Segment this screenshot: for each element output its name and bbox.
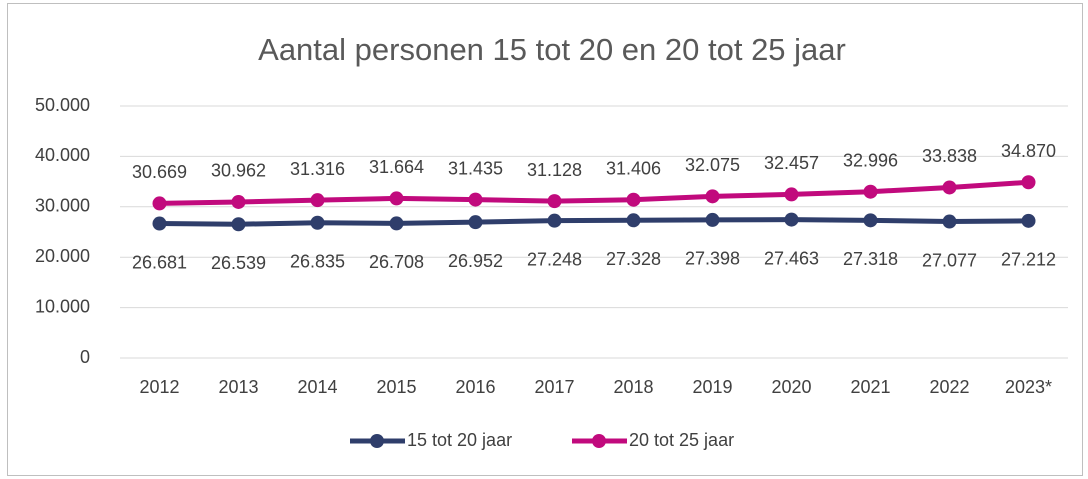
- data-point: [468, 215, 483, 230]
- data-point: [784, 187, 799, 202]
- data-label: 32.075: [685, 155, 740, 175]
- data-point: [784, 212, 799, 227]
- data-point: [626, 213, 641, 228]
- data-label: 34.870: [1001, 141, 1056, 161]
- legend-label: 15 tot 20 jaar: [407, 430, 512, 450]
- data-point: [389, 191, 404, 206]
- data-point: [942, 180, 957, 195]
- data-point: [310, 193, 325, 208]
- y-tick-label: 40.000: [35, 145, 90, 165]
- data-point: [705, 189, 720, 204]
- x-tick-label: 2013: [218, 377, 258, 397]
- data-label: 27.463: [764, 248, 819, 268]
- data-label: 31.406: [606, 158, 661, 178]
- x-tick-label: 2015: [376, 377, 416, 397]
- data-point: [547, 194, 562, 209]
- data-label: 31.435: [448, 158, 503, 178]
- legend-label: 20 tot 25 jaar: [629, 430, 734, 450]
- series-line: [159, 179, 1029, 206]
- data-label: 31.316: [290, 159, 345, 179]
- data-point: [1021, 213, 1036, 228]
- data-label: 30.962: [211, 161, 266, 181]
- x-tick-label: 2017: [534, 377, 574, 397]
- x-tick-label: 2021: [850, 377, 890, 397]
- x-tick-label: 2018: [613, 377, 653, 397]
- data-point: [231, 194, 246, 209]
- data-point: [310, 215, 325, 230]
- data-point: [942, 214, 957, 229]
- data-label: 27.318: [843, 249, 898, 269]
- legend-marker: [370, 434, 384, 448]
- data-label: 26.681: [132, 252, 187, 272]
- data-label: 26.952: [448, 251, 503, 271]
- data-label: 27.398: [685, 249, 740, 269]
- data-point: [863, 184, 878, 199]
- data-label: 27.077: [922, 250, 977, 270]
- data-label: 26.539: [211, 253, 266, 273]
- data-point: [1021, 175, 1036, 190]
- data-label: 32.996: [843, 150, 898, 170]
- data-label: 26.708: [369, 252, 424, 272]
- data-label: 26.835: [290, 252, 345, 272]
- legend-marker: [592, 434, 606, 448]
- data-label: 27.248: [527, 249, 582, 269]
- data-point: [468, 192, 483, 207]
- x-tick-label: 2012: [139, 377, 179, 397]
- x-tick-label: 2022: [929, 377, 969, 397]
- x-tick-label: 2019: [692, 377, 732, 397]
- x-tick-label: 2016: [455, 377, 495, 397]
- y-tick-label: 10.000: [35, 296, 90, 316]
- x-tick-label: 2020: [771, 377, 811, 397]
- x-tick-label: 2014: [297, 377, 337, 397]
- data-point: [863, 213, 878, 228]
- data-label: 33.838: [922, 146, 977, 166]
- data-label: 31.664: [369, 157, 424, 177]
- data-point: [152, 196, 167, 211]
- data-label: 30.669: [132, 162, 187, 182]
- series-line: [159, 217, 1029, 227]
- data-point: [152, 216, 167, 231]
- data-label: 31.128: [527, 160, 582, 180]
- data-point: [231, 217, 246, 232]
- data-label: 27.328: [606, 249, 661, 269]
- x-tick-label: 2023*: [1005, 377, 1052, 397]
- y-tick-label: 30.000: [35, 196, 90, 216]
- y-tick-label: 50.000: [35, 95, 90, 115]
- data-point: [389, 216, 404, 231]
- y-tick-label: 20.000: [35, 246, 90, 266]
- y-tick-label: 0: [80, 347, 90, 367]
- data-label: 27.212: [1001, 250, 1056, 270]
- chart-border: [7, 3, 1083, 476]
- data-point: [547, 213, 562, 228]
- chart-title: Aantal personen 15 tot 20 en 20 tot 25 j…: [258, 32, 846, 67]
- data-label: 32.457: [764, 153, 819, 173]
- data-point: [626, 192, 641, 207]
- data-point: [705, 212, 720, 227]
